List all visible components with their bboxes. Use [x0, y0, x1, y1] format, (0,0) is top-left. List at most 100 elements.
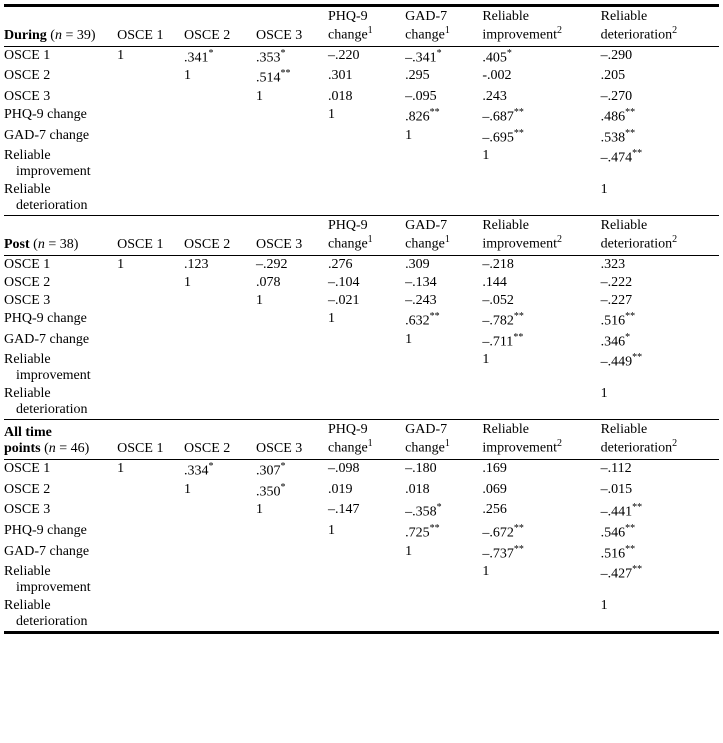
cell: 1 — [184, 274, 256, 292]
cell — [256, 351, 328, 385]
cell: –.474** — [601, 147, 719, 181]
section-title: During (n = 39) — [4, 6, 117, 47]
cell — [117, 501, 184, 522]
row-label: Reliableimprovement — [4, 351, 117, 385]
cell: –.290 — [601, 46, 719, 67]
cell: .309 — [405, 255, 482, 274]
cell: –.358* — [405, 501, 482, 522]
cell: .018 — [405, 481, 482, 502]
cell — [184, 181, 256, 216]
cell: 1 — [117, 46, 184, 67]
cell — [405, 181, 482, 216]
correlation-table: During (n = 39)OSCE 1OSCE 2OSCE 3PHQ-9ch… — [4, 4, 719, 634]
column-header: OSCE 3 — [256, 216, 328, 256]
cell — [184, 106, 256, 127]
cell: .538** — [601, 127, 719, 148]
cell — [117, 310, 184, 331]
cell: .169 — [482, 459, 600, 480]
cell — [405, 597, 482, 633]
cell: 1 — [328, 310, 405, 331]
cell: .546** — [601, 522, 719, 543]
row-label: OSCE 3 — [4, 292, 117, 310]
cell: –.441** — [601, 501, 719, 522]
cell: –.782** — [482, 310, 600, 331]
column-header: PHQ-9change1 — [328, 6, 405, 47]
section-title: Post (n = 38) — [4, 216, 117, 256]
cell: –.270 — [601, 88, 719, 106]
cell: 1 — [405, 543, 482, 564]
cell — [328, 563, 405, 597]
column-header: GAD-7change1 — [405, 6, 482, 47]
cell — [184, 597, 256, 633]
cell: .516** — [601, 310, 719, 331]
cell: .323 — [601, 255, 719, 274]
cell: .243 — [482, 88, 600, 106]
column-header: Reliableimprovement2 — [482, 216, 600, 256]
cell: 1 — [482, 147, 600, 181]
cell — [328, 127, 405, 148]
column-header: OSCE 2 — [184, 420, 256, 460]
cell: .826** — [405, 106, 482, 127]
cell — [405, 147, 482, 181]
cell — [117, 331, 184, 352]
column-header: OSCE 3 — [256, 420, 328, 460]
cell — [328, 543, 405, 564]
cell: –.104 — [328, 274, 405, 292]
cell: 1 — [405, 127, 482, 148]
cell: 1 — [482, 351, 600, 385]
cell — [482, 597, 600, 633]
row-label: OSCE 2 — [4, 67, 117, 88]
row-label: GAD-7 change — [4, 127, 117, 148]
cell: .307* — [256, 459, 328, 480]
cell — [256, 563, 328, 597]
column-header: OSCE 2 — [184, 216, 256, 256]
cell: .144 — [482, 274, 600, 292]
cell: 1 — [256, 88, 328, 106]
cell: 1 — [328, 106, 405, 127]
cell: –.695** — [482, 127, 600, 148]
section-title: All timepoints (n = 46) — [4, 420, 117, 460]
cell — [117, 292, 184, 310]
cell: .256 — [482, 501, 600, 522]
cell — [117, 481, 184, 502]
cell — [405, 563, 482, 597]
column-header: PHQ-9change1 — [328, 216, 405, 256]
column-header: OSCE 3 — [256, 6, 328, 47]
cell — [256, 127, 328, 148]
column-header: OSCE 1 — [117, 6, 184, 47]
cell — [256, 385, 328, 420]
row-label: PHQ-9 change — [4, 106, 117, 127]
cell: .632** — [405, 310, 482, 331]
cell — [328, 385, 405, 420]
cell: –.449** — [601, 351, 719, 385]
cell — [184, 522, 256, 543]
cell: .514** — [256, 67, 328, 88]
cell: –.341* — [405, 46, 482, 67]
cell: 1 — [117, 459, 184, 480]
row-label: Reliableimprovement — [4, 147, 117, 181]
cell: .078 — [256, 274, 328, 292]
cell — [184, 385, 256, 420]
cell: 1 — [328, 522, 405, 543]
cell: 1 — [601, 385, 719, 420]
row-label: GAD-7 change — [4, 543, 117, 564]
cell — [184, 563, 256, 597]
cell — [184, 147, 256, 181]
cell — [117, 351, 184, 385]
cell: –.180 — [405, 459, 482, 480]
cell: –.227 — [601, 292, 719, 310]
row-label: OSCE 3 — [4, 88, 117, 106]
cell — [328, 181, 405, 216]
cell: –.672** — [482, 522, 600, 543]
cell — [117, 88, 184, 106]
cell — [256, 310, 328, 331]
cell — [184, 331, 256, 352]
cell — [256, 522, 328, 543]
cell — [117, 147, 184, 181]
cell: .486** — [601, 106, 719, 127]
column-header: Reliableimprovement2 — [482, 6, 600, 47]
row-label: OSCE 1 — [4, 459, 117, 480]
cell — [117, 181, 184, 216]
cell: 1 — [184, 481, 256, 502]
cell — [184, 543, 256, 564]
